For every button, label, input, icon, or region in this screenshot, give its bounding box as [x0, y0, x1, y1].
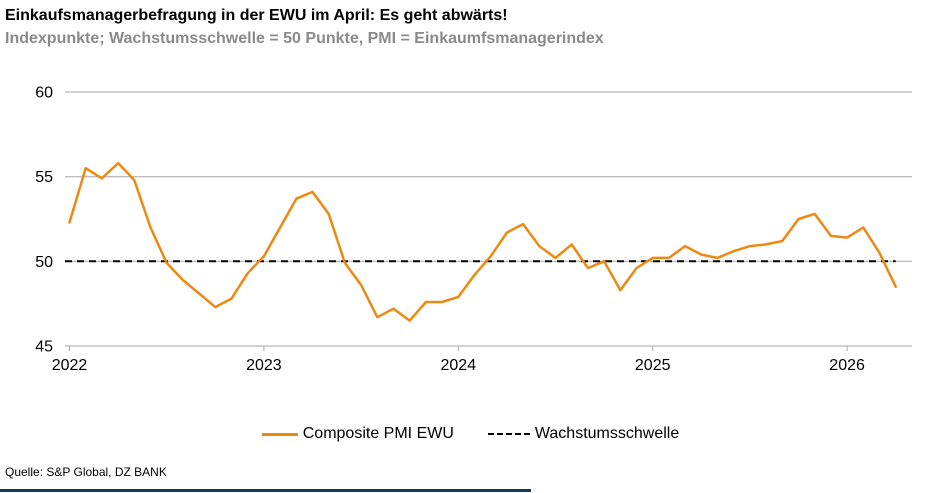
x-tick-label-2025: 2025: [635, 357, 671, 374]
x-tick-label-2026: 2026: [829, 357, 865, 374]
source-note: Quelle: S&P Global, DZ BANK: [5, 465, 167, 479]
page-subtitle: Indexpunkte; Wachstumsschwelle = 50 Punk…: [5, 30, 604, 47]
legend-label-composite-pmi: Composite PMI EWU: [302, 425, 454, 442]
legend-label-threshold: Wachstumsschwelle: [534, 425, 680, 442]
y-tick-label-45: 45: [35, 339, 53, 356]
x-tick-label-2022: 2022: [52, 357, 88, 374]
bottom-accent-rule: [0, 489, 531, 492]
dashed-line-swatch-icon: [487, 433, 530, 435]
legend-item-threshold: Wachstumsschwelle: [487, 425, 680, 443]
y-tick-label-55: 55: [35, 169, 53, 186]
composite-pmi-line: [68, 161, 897, 322]
chart-legend: Composite PMI EWU Wachstumsschwelle: [0, 423, 941, 445]
x-tick-label-2023: 2023: [246, 357, 282, 374]
page-title: Einkaufsmanagerbefragung in der EWU im A…: [5, 7, 508, 24]
y-tick-label-50: 50: [35, 254, 53, 271]
y-tick-label-60: 60: [35, 85, 53, 102]
legend-item-composite-pmi: Composite PMI EWU: [261, 425, 454, 443]
x-tick-label-2024: 2024: [441, 357, 477, 374]
orange-line-swatch-icon: [261, 432, 298, 436]
